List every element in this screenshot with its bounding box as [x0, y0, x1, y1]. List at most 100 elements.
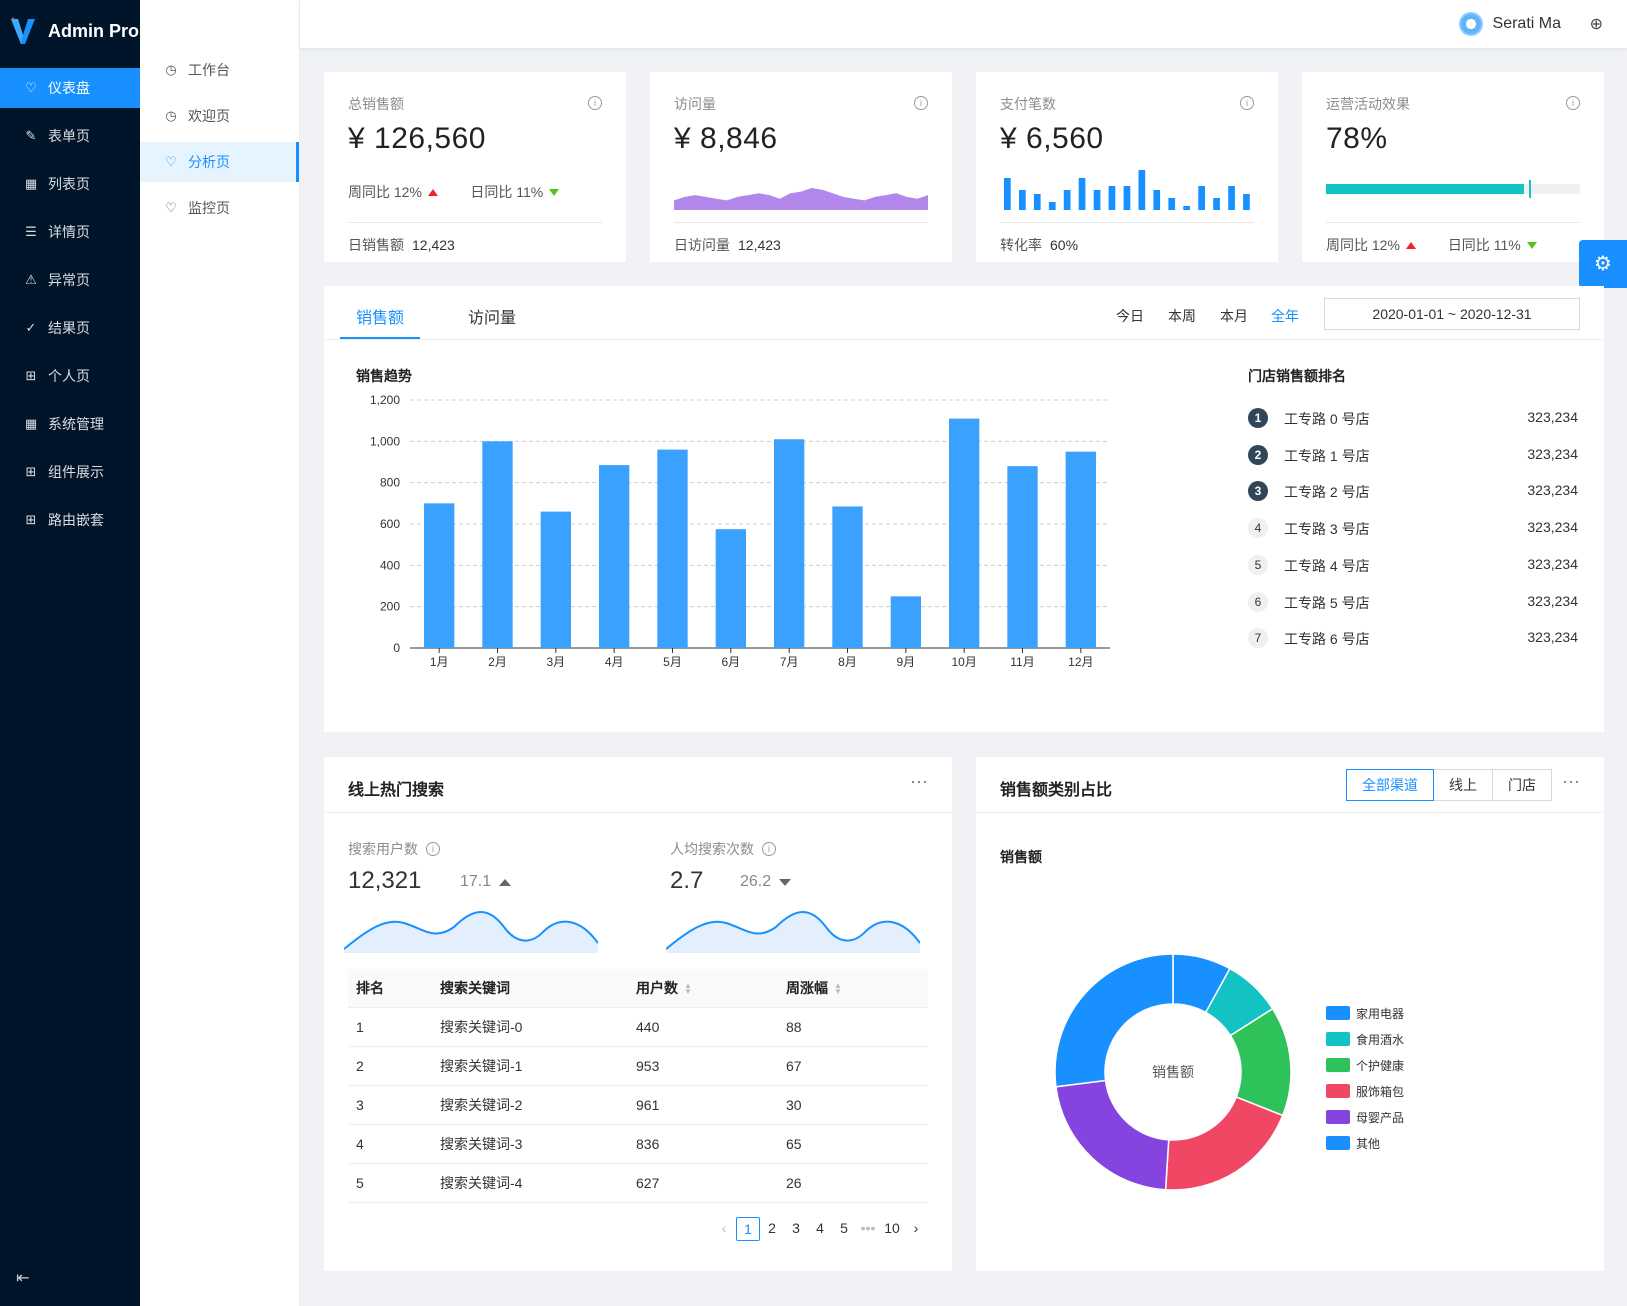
change-value: 26.2 [740, 873, 772, 890]
segment-online[interactable]: 线上 [1433, 769, 1493, 801]
keyword-cell[interactable]: 搜索关键词-1 [432, 1046, 628, 1086]
segment-all-channels[interactable]: 全部渠道 [1346, 769, 1434, 801]
legend-item[interactable]: 其他 [1326, 1135, 1380, 1151]
main-sidebar: Admin Pro ♡ 仪表盘 ✎ 表单页 ▦ 列表页 ☰ 详情页 ⚠ 异常页 ✓ 结果页 ⊞ 个人页 ▦ 系… [0, 0, 140, 1306]
menu-fold-icon[interactable]: ⇤ [16, 1270, 30, 1287]
store-name: 工专路 2 号店 [1284, 484, 1370, 501]
submenu-item-1[interactable]: ◷ 欢迎页 [140, 96, 299, 136]
page-item[interactable]: 4 [816, 1220, 824, 1236]
sidebar-item-6[interactable]: ⊞ 个人页 [0, 356, 140, 396]
table-row[interactable]: 3 搜索关键词-2 961 30 [348, 1085, 928, 1125]
legend-item[interactable]: 家用电器 [1326, 1005, 1404, 1021]
info-icon[interactable]: i [588, 96, 602, 110]
more-icon[interactable]: ··· [1562, 771, 1580, 791]
range-today[interactable]: 今日 [1116, 308, 1144, 324]
rank-cell: 3 [348, 1085, 432, 1125]
table-row[interactable]: 5 搜索关键词-4 627 26 [348, 1163, 928, 1203]
page-item[interactable]: 5 [840, 1220, 848, 1236]
sort-icon[interactable]: ▲ ▼ [684, 981, 692, 997]
info-icon[interactable]: i [426, 842, 440, 856]
more-icon[interactable]: ··· [910, 771, 928, 791]
submenu-item-2[interactable]: ♡ 分析页 [140, 142, 299, 182]
column-users[interactable]: 用户数 ▲ ▼ [628, 969, 778, 1008]
page-item[interactable]: 1 [736, 1217, 760, 1241]
top-header: Serati Ma ⊕ [300, 0, 1627, 48]
tab-visits[interactable]: 访问量 [468, 310, 517, 327]
sidebar-item-1[interactable]: ✎ 表单页 [0, 116, 140, 156]
page-item[interactable]: 3 [792, 1220, 800, 1236]
ranking-item: 2 工专路 1 号店 323,234 [1248, 444, 1578, 465]
legend-item[interactable]: 母婴产品 [1326, 1109, 1404, 1125]
sidebar-item-0[interactable]: ♡ 仪表盘 [0, 68, 140, 108]
info-icon[interactable]: i [914, 96, 928, 110]
submenu-item-3[interactable]: ♡ 监控页 [140, 188, 299, 228]
store-sales: 323,234 [1527, 555, 1578, 572]
sales-tabs: 销售额 访问量 今日 本周 本月 全年 2020-01-01 ~ 2020-12… [324, 286, 1604, 340]
sidebar-item-5[interactable]: ✓ 结果页 [0, 308, 140, 348]
globe-icon[interactable]: ⊕ [1589, 16, 1603, 33]
sidebar-item-7[interactable]: ▦ 系统管理 [0, 404, 140, 444]
y-tick-label: 800 [380, 476, 400, 490]
more-pages-icon[interactable]: ••• [860, 1220, 876, 1236]
page-item[interactable]: 10 [884, 1220, 900, 1236]
sort-icon[interactable]: ▲ ▼ [834, 981, 842, 997]
tab-sales[interactable]: 销售额 [356, 310, 405, 327]
segment-store[interactable]: 门店 [1492, 769, 1552, 801]
channel-segmented: 全部渠道 线上 门店 [1346, 769, 1552, 801]
sidebar-item-2[interactable]: ▦ 列表页 [0, 164, 140, 204]
sidebar-item-label: 结果页 [48, 320, 90, 336]
x-tick-label: 1月 [430, 655, 449, 669]
keyword-cell[interactable]: 搜索关键词-3 [432, 1124, 628, 1164]
logo[interactable]: Admin Pro [0, 0, 140, 62]
rank-cell: 4 [348, 1124, 432, 1164]
avatar [1458, 12, 1483, 36]
info-icon[interactable]: i [1240, 96, 1254, 110]
ranking-item: 3 工专路 2 号店 323,234 [1248, 481, 1578, 502]
submenu-item-0[interactable]: ◷ 工作台 [140, 50, 299, 90]
store-name: 工专路 4 号店 [1284, 557, 1370, 574]
sales-bar [715, 529, 746, 648]
change-cell: 65 [778, 1124, 928, 1164]
range-month[interactable]: 本月 [1220, 308, 1248, 324]
sidebar-item-label: 表单页 [48, 128, 90, 144]
legend-item[interactable]: 食用酒水 [1326, 1031, 1404, 1047]
date-range-picker[interactable]: 2020-01-01 ~ 2020-12-31 [1324, 298, 1580, 330]
legend-item[interactable]: 个护健康 [1326, 1057, 1404, 1073]
page-item[interactable]: 2 [768, 1220, 776, 1236]
user-menu[interactable]: Serati Ma [1458, 12, 1561, 36]
sidebar-item-8[interactable]: ⊞ 组件展示 [0, 452, 140, 492]
next-page-icon[interactable]: › [913, 1220, 919, 1236]
table-row[interactable]: 1 搜索关键词-0 440 88 [348, 1007, 928, 1047]
range-week[interactable]: 本周 [1168, 308, 1196, 324]
keyword-cell[interactable]: 搜索关键词-0 [432, 1007, 628, 1047]
range-year[interactable]: 全年 [1271, 308, 1299, 324]
x-tick-label: 11月 [1010, 655, 1034, 669]
table-row[interactable]: 2 搜索关键词-1 953 67 [348, 1046, 928, 1086]
info-icon[interactable]: i [1566, 96, 1580, 110]
legend-item[interactable]: 服饰箱包 [1326, 1083, 1404, 1099]
y-tick-label: 1,200 [370, 393, 400, 407]
sales-bar [949, 418, 980, 648]
donut-center-label: 销售额 [1152, 1064, 1194, 1080]
week-trend: 周同比 12% [1326, 235, 1416, 255]
info-icon[interactable]: i [762, 842, 776, 856]
column-weekly-change[interactable]: 周涨幅 ▲ ▼ [778, 969, 928, 1008]
prev-page-icon[interactable]: ‹ [721, 1220, 727, 1236]
table-row[interactable]: 4 搜索关键词-3 836 65 [348, 1124, 928, 1164]
rank-cell: 2 [348, 1046, 432, 1086]
avg-search-value: 2.7 [670, 867, 704, 894]
sidebar-item-9[interactable]: ⊞ 路由嵌套 [0, 500, 140, 540]
users-cell: 961 [628, 1085, 778, 1125]
appstore-icon: ⊞ [25, 368, 37, 383]
settings-gear-button[interactable]: ⚙ [1579, 240, 1627, 288]
payment-bar [1093, 190, 1101, 210]
keyword-cell[interactable]: 搜索关键词-4 [432, 1163, 628, 1203]
x-tick-label: 5月 [663, 655, 682, 669]
x-tick-label: 6月 [721, 655, 740, 669]
payment-bar [1153, 190, 1161, 210]
column-change-label: 周涨幅 [786, 979, 828, 996]
keyword-cell[interactable]: 搜索关键词-2 [432, 1085, 628, 1125]
sidebar-item-4[interactable]: ⚠ 异常页 [0, 260, 140, 300]
sidebar-item-3[interactable]: ☰ 详情页 [0, 212, 140, 252]
heart-icon: ♡ [165, 200, 177, 215]
